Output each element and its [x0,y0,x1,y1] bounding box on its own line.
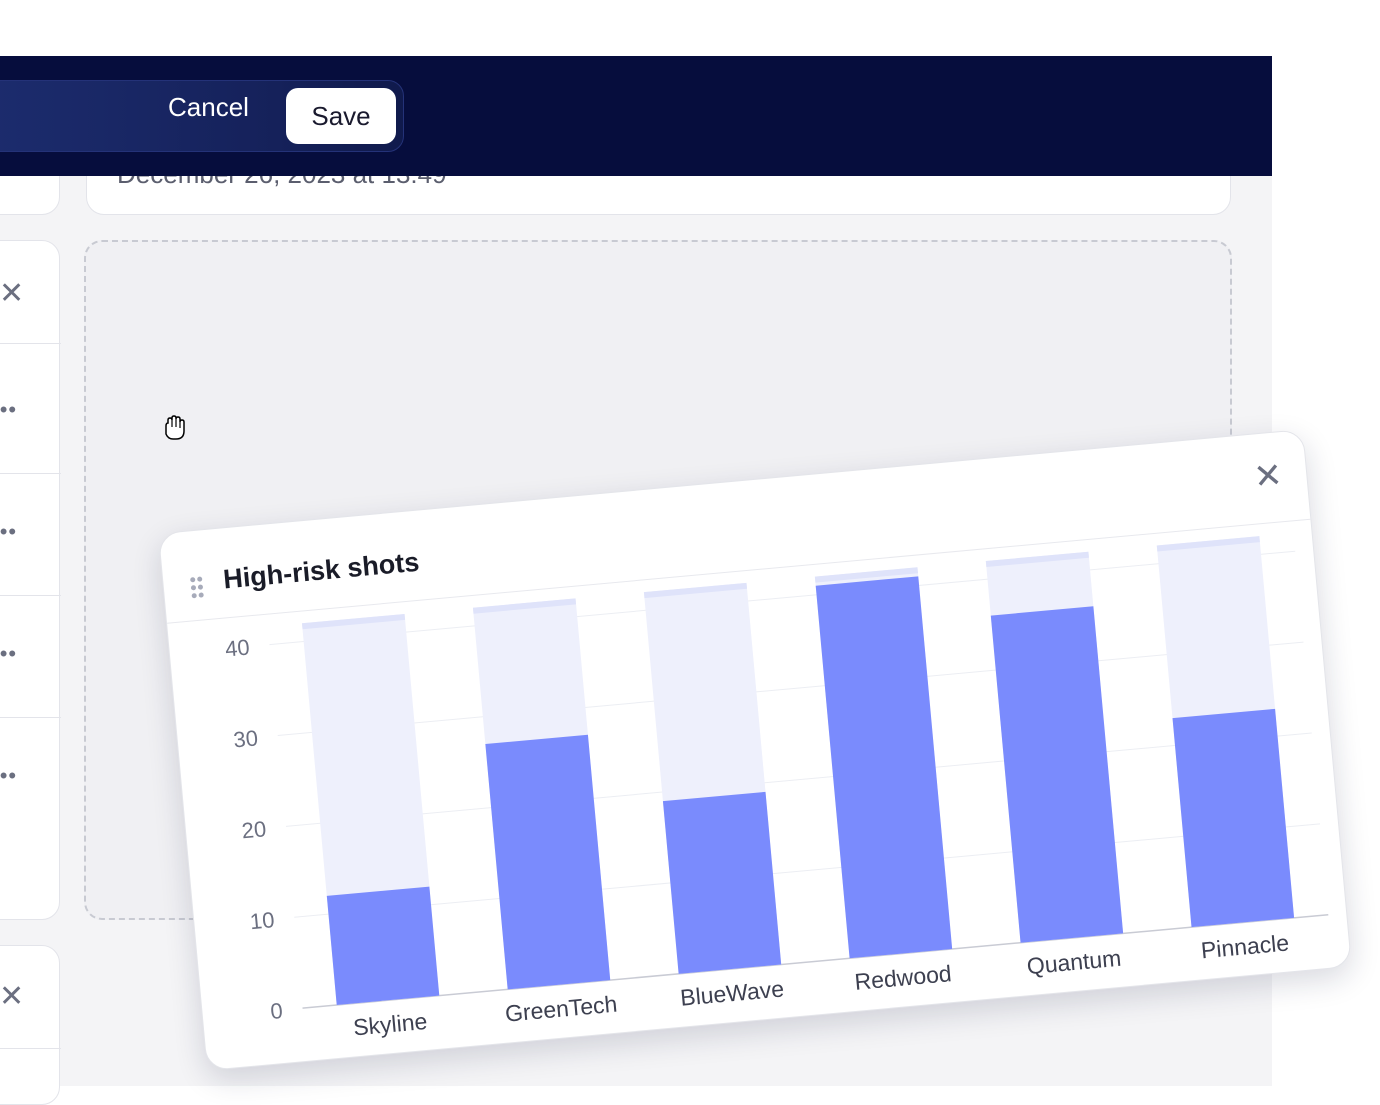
more-icon[interactable]: ••• [0,397,18,422]
x-tick-label: Skyline [352,1008,428,1041]
x-tick-label: BlueWave [679,975,785,1010]
close-icon[interactable]: ✕ [1252,456,1284,497]
y-tick-label: 40 [224,634,251,661]
bar [326,886,440,1005]
bar [990,606,1124,943]
divider [0,343,61,344]
grid-line [285,732,1312,827]
bar [1172,708,1295,928]
divider [0,717,61,718]
bar-background-cap [814,567,918,583]
grab-hand-icon [165,415,185,440]
widget-title: High-risk shots [221,546,421,595]
y-tick-label: 0 [269,998,283,1024]
bar [815,576,953,959]
bar-background-cap [472,598,577,614]
more-icon[interactable]: ••• [0,519,18,544]
bar [662,791,782,974]
bar-chart: 0 10 20 30 40 Skyline GreenTech BlueWave Redwood… [224,536,1329,1041]
grid-line [277,641,1304,736]
cancel-button[interactable]: Cancel [168,92,249,122]
save-button[interactable]: Save [286,88,396,144]
close-icon[interactable]: ✕ [0,277,25,310]
left-list-card: ✕ ••• ••• ••• ••• [0,240,61,920]
bar-background-cap [1156,536,1260,552]
chart-widget[interactable]: High-risk shots ✕ 0 10 20 30 40 Skyline GreenT… [157,428,1353,1072]
more-icon[interactable]: ••• [0,641,18,666]
x-tick-label: Quantum [1026,945,1123,979]
y-tick-label: 20 [241,816,268,843]
bar-background-cap [643,582,748,599]
top-bar: Cancel Save [0,56,1272,176]
bar-background-cap [301,613,406,630]
grid-line [294,823,1321,918]
left-card-bottom: ✕ [0,945,61,1105]
more-icon[interactable]: ••• [0,763,18,788]
divider [0,595,61,596]
x-tick-label: Pinnacle [1200,929,1290,963]
grid-line [302,913,1329,1009]
y-tick-label: 10 [249,907,276,934]
divider [0,1048,61,1049]
drag-handle-icon[interactable] [189,574,205,599]
bar-background-cap [985,551,1089,568]
close-icon[interactable]: ✕ [0,980,25,1013]
y-tick-label: 30 [232,725,259,752]
x-tick-label: Redwood [853,960,952,995]
divider [0,473,61,474]
x-tick-label: GreenTech [504,991,618,1027]
grid-line [269,550,1296,646]
bar [485,734,611,990]
